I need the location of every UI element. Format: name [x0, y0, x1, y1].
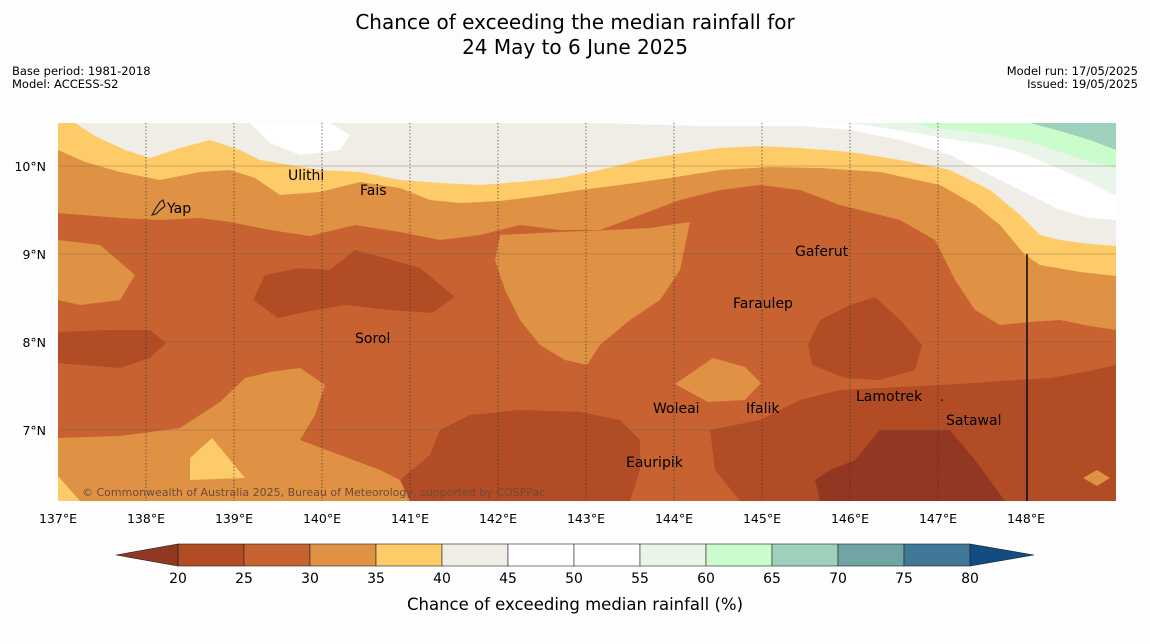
lon-tick-144e: 144°E	[655, 511, 693, 526]
colorbar-swatch-75-80	[903, 543, 971, 567]
lon-tick-137e: 137°E	[39, 511, 77, 526]
title-line-2: 24 May to 6 June 2025	[462, 35, 688, 59]
place-faraulep: Faraulep	[733, 296, 793, 312]
colorbar-swatch-50-55	[573, 543, 641, 567]
zone-30-35-south	[58, 368, 440, 501]
place-lamotrek: Lamotrek	[856, 389, 923, 405]
lon-tick-143e: 143°E	[567, 511, 605, 526]
zone-30-35-mid	[495, 222, 690, 365]
legend-tick-45: 45	[499, 571, 517, 587]
zone-20-25-sorol	[253, 250, 455, 318]
legend-tick-60: 60	[697, 571, 715, 587]
legend-tick-20: 20	[169, 571, 187, 587]
place-yap: Yap	[166, 201, 191, 217]
base-period-info: Base period: 1981-2018 Model: ACCESS-S2	[12, 65, 151, 91]
legend-tick-35: 35	[367, 571, 385, 587]
colorbar-extend-high	[969, 543, 1035, 567]
zone-30-35-woleai	[675, 358, 761, 402]
lon-tick-148e: 148°E	[1007, 511, 1045, 526]
colorbar-swatch-25-30	[243, 543, 311, 567]
zone-below-20	[815, 430, 1005, 501]
lat-tick-labels: 10°N 9°N 8°N 7°N	[14, 159, 46, 438]
zone-60-65	[915, 123, 1116, 168]
zone-20-25-ne	[808, 297, 922, 380]
title-line-1: Chance of exceeding the median rainfall …	[355, 10, 795, 34]
legend-tick-40: 40	[433, 571, 451, 587]
colorbar-swatch-45-50	[507, 543, 575, 567]
lat-tick-10n: 10°N	[14, 159, 46, 174]
place-ifalik: Ifalik	[746, 401, 780, 417]
legend-tick-75: 75	[895, 571, 913, 587]
map-title: Chance of exceeding the median rainfall …	[0, 10, 1150, 60]
colorbar-title: Chance of exceeding median rainfall (%)	[407, 595, 743, 614]
place-woleai: Woleai	[653, 401, 700, 417]
zone-65-70	[1030, 123, 1116, 150]
model-text: Model: ACCESS-S2	[12, 77, 119, 91]
place-labels: Ulithi Fais Yap Gaferut Faraulep Sorol L…	[166, 168, 1001, 471]
colorbar-swatch-35-40	[375, 543, 443, 567]
place-fais: Fais	[360, 183, 387, 199]
colorbar-swatch-60-65	[705, 543, 773, 567]
zone-20-25-south	[400, 410, 640, 501]
legend-tick-25: 25	[235, 571, 253, 587]
legend-tick-70: 70	[829, 571, 847, 587]
lon-tick-140e: 140°E	[303, 511, 341, 526]
lon-tick-labels: 137°E 138°E 139°E 140°E 141°E 142°E 143°…	[39, 511, 1045, 526]
legend-tick-65: 65	[763, 571, 781, 587]
lat-tick-7n: 7°N	[22, 423, 46, 438]
colorbar-swatch-55-60	[639, 543, 707, 567]
model-run-info: Model run: 17/05/2025 Issued: 19/05/2025	[1007, 65, 1138, 91]
legend-tick-80: 80	[961, 571, 979, 587]
lon-tick-142e: 142°E	[479, 511, 517, 526]
lon-tick-147e: 147°E	[919, 511, 957, 526]
colorbar-swatch-30-35	[309, 543, 377, 567]
lat-tick-8n: 8°N	[22, 335, 46, 350]
zone-30-35-east	[1083, 470, 1110, 486]
zone-35-40-south	[190, 438, 245, 480]
lamotrek-dot: .	[940, 390, 944, 404]
place-sorol: Sorol	[355, 331, 390, 347]
colorbar-swatch-70-75	[837, 543, 905, 567]
zone-30-35-west	[58, 240, 135, 305]
colorbar-extend-low	[115, 543, 179, 567]
zone-20-25-west	[58, 330, 166, 368]
colorbar-swatch-20-25	[177, 543, 245, 567]
place-ulithi: Ulithi	[288, 168, 324, 184]
legend-tick-50: 50	[565, 571, 583, 587]
lon-tick-138e: 138°E	[127, 511, 165, 526]
colorbar-swatch-65-70	[771, 543, 839, 567]
lon-tick-146e: 146°E	[831, 511, 869, 526]
lon-tick-139e: 139°E	[215, 511, 253, 526]
legend-tick-55: 55	[631, 571, 649, 587]
lat-lines	[58, 165, 1116, 431]
place-eauripik: Eauripik	[626, 455, 684, 471]
place-satawal: Satawal	[946, 413, 1001, 429]
colorbar-swatch-40-45	[441, 543, 509, 567]
base-period-text: Base period: 1981-2018	[12, 64, 151, 78]
zone-40-45	[58, 123, 1116, 246]
yap-island-icon	[150, 199, 166, 216]
issued-text: Issued: 19/05/2025	[1027, 77, 1138, 91]
colorbar-tick-labels: 20 25 30 35 40 45 50 55 60 65 70 75 80	[169, 571, 979, 587]
legend-tick-30: 30	[301, 571, 319, 587]
model-run-text: Model run: 17/05/2025	[1006, 64, 1138, 78]
colorbar	[115, 543, 1035, 567]
lon-tick-145e: 145°E	[743, 511, 781, 526]
copyright-notice: © Commonwealth of Australia 2025, Bureau…	[82, 486, 545, 499]
place-gaferut: Gaferut	[795, 244, 849, 260]
lon-tick-141e: 141°E	[391, 511, 429, 526]
zone-35-40-southwest	[58, 476, 80, 501]
lat-tick-9n: 9°N	[22, 247, 46, 262]
zone-45-55-west	[250, 123, 350, 155]
rainfall-map	[58, 123, 1116, 501]
